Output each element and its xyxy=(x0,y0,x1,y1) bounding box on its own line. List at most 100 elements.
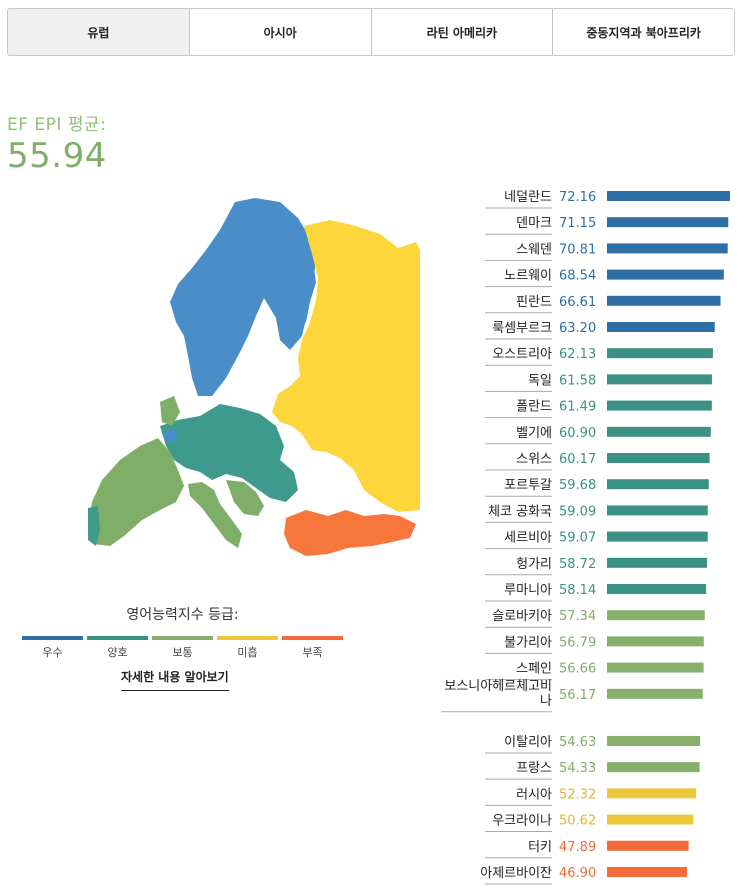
country-label: 스웨덴 xyxy=(516,242,552,257)
value-label: 52.32 xyxy=(559,787,596,802)
legend-label: 양호 xyxy=(107,646,128,659)
value-label: 47.89 xyxy=(559,840,596,855)
tab-asia[interactable]: 아시아 xyxy=(189,9,372,55)
tab-latin-america[interactable]: 라틴 아메리카 xyxy=(371,9,554,55)
country-label: 우크라이나 xyxy=(492,814,552,829)
country-label: 체코 공화국 xyxy=(488,504,552,519)
tab-middle-east-north-africa[interactable]: 중동지역과 북아프리카 xyxy=(553,9,734,55)
map-region-russia xyxy=(272,220,420,512)
bar-row[interactable]: 체코 공화국 59.09 xyxy=(485,504,708,523)
bar-row[interactable]: 벨기에 60.90 xyxy=(485,426,711,445)
legend-item-excellent: 우수 xyxy=(22,636,83,660)
bar-row[interactable]: 세르비아 59.07 xyxy=(485,531,708,550)
bar xyxy=(607,866,687,877)
country-label: 이탈리아 xyxy=(504,735,552,750)
legend-swatch xyxy=(217,636,278,640)
bar xyxy=(607,505,708,516)
bar-row[interactable]: 포르투갈 59.68 xyxy=(485,478,709,497)
value-label: 61.58 xyxy=(559,373,596,388)
map-region-west-europe xyxy=(88,438,184,546)
bar xyxy=(607,479,709,490)
bar-row[interactable]: 불가리아 56.79 xyxy=(485,635,704,654)
bar-row[interactable]: 아제르바이잔 46.90 xyxy=(480,866,687,885)
bar-row[interactable]: 슬로바키아 57.34 xyxy=(485,609,705,628)
legend-label: 우수 xyxy=(42,646,63,659)
value-label: 66.61 xyxy=(559,295,596,310)
country-label: 독일 xyxy=(528,373,552,388)
map-region-turkey xyxy=(284,510,416,556)
map-region-uk xyxy=(160,396,180,426)
bar xyxy=(607,374,712,385)
bar-row[interactable]: 스페인 56.66 xyxy=(485,662,704,681)
bar xyxy=(607,557,708,568)
bar-row[interactable]: 네덜란드 72.16 xyxy=(485,190,730,209)
learn-more-link[interactable]: 자세한 내용 알아보기 xyxy=(121,668,229,691)
map-region-italy xyxy=(188,482,242,548)
country-label: 프랑스 xyxy=(516,761,552,776)
legend: 우수 양호 보통 미흡 부족 xyxy=(22,636,347,660)
bar-row[interactable]: 터키 47.89 xyxy=(485,840,689,859)
bar xyxy=(607,191,730,201)
value-label: 60.90 xyxy=(559,426,596,441)
value-label: 70.81 xyxy=(559,242,596,257)
country-label: 오스트리아 xyxy=(492,347,552,362)
bar xyxy=(607,269,724,280)
country-label: 노르웨이 xyxy=(504,269,552,284)
country-label: 루마니아 xyxy=(504,583,552,598)
country-label: 불가리아 xyxy=(504,635,552,650)
bar-row[interactable]: 스웨덴 70.81 xyxy=(485,242,728,261)
bar xyxy=(607,840,689,851)
value-label: 54.33 xyxy=(559,761,596,776)
bar xyxy=(607,348,713,359)
bar-row[interactable]: 이탈리아 54.63 xyxy=(485,735,701,754)
value-label: 72.16 xyxy=(559,190,596,205)
bar xyxy=(607,217,729,228)
bar-row[interactable]: 스위스 60.17 xyxy=(485,452,710,471)
bar xyxy=(607,400,712,411)
bar-row[interactable]: 폴란드 61.49 xyxy=(485,400,712,419)
bar xyxy=(607,788,697,799)
country-label: 핀란드 xyxy=(516,295,552,310)
bar xyxy=(607,735,701,746)
bar xyxy=(607,814,694,825)
country-label: 세르비아 xyxy=(504,531,552,546)
bar-row[interactable]: 핀란드 66.61 xyxy=(485,295,721,314)
country-label: 룩셈부르크 xyxy=(492,321,552,336)
bar xyxy=(607,426,711,437)
country-label: 스위스 xyxy=(516,452,552,467)
value-label: 56.66 xyxy=(559,662,596,677)
tab-europe[interactable]: 유럽 xyxy=(8,9,190,55)
legend-item-low: 미흡 xyxy=(217,636,278,660)
map-region-portugal xyxy=(88,506,100,546)
map-region-finland xyxy=(278,232,316,340)
bar-row[interactable]: 러시아 52.32 xyxy=(485,787,697,806)
bar-row[interactable]: 헝가리 58.72 xyxy=(485,557,708,576)
country-label: 보스니아헤르체고비 나 xyxy=(444,679,552,709)
value-label: 63.20 xyxy=(559,321,596,336)
bar-row[interactable]: 독일 61.58 xyxy=(485,373,712,392)
legend-swatch xyxy=(22,636,83,640)
bar xyxy=(607,295,721,306)
bar xyxy=(607,584,707,594)
bar-row[interactable]: 루마니아 58.14 xyxy=(485,583,707,602)
value-label: 46.90 xyxy=(559,866,596,881)
bar-row[interactable]: 프랑스 54.33 xyxy=(485,761,700,780)
bar-row[interactable]: 덴마크 71.15 xyxy=(485,216,729,235)
legend-label: 부족 xyxy=(302,646,323,659)
legend-item-very-low: 부족 xyxy=(282,636,343,660)
legend-item-average: 보통 xyxy=(152,636,213,660)
europe-map[interactable] xyxy=(80,190,420,560)
country-label: 아제르바이잔 xyxy=(480,866,552,881)
bar-row[interactable]: 우크라이나 50.62 xyxy=(485,814,694,833)
bar-row[interactable]: 노르웨이 68.54 xyxy=(485,269,724,288)
average-label: EF EPI 평균: xyxy=(7,115,107,135)
value-label: 61.49 xyxy=(559,400,596,415)
country-label: 스페인 xyxy=(516,662,552,677)
legend-title: 영어능력지수 등급: xyxy=(126,607,239,623)
bar-row[interactable]: 룩셈부르크 63.20 xyxy=(485,321,715,340)
value-label: 58.14 xyxy=(559,583,596,598)
region-tabs: 유럽 아시아 라틴 아메리카 중동지역과 북아프리카 xyxy=(7,8,735,56)
bar-row[interactable]: 오스트리아 62.13 xyxy=(485,347,713,366)
bar-row[interactable]: 보스니아헤르체고비 나 56.17 xyxy=(441,679,703,713)
bar xyxy=(607,610,705,621)
